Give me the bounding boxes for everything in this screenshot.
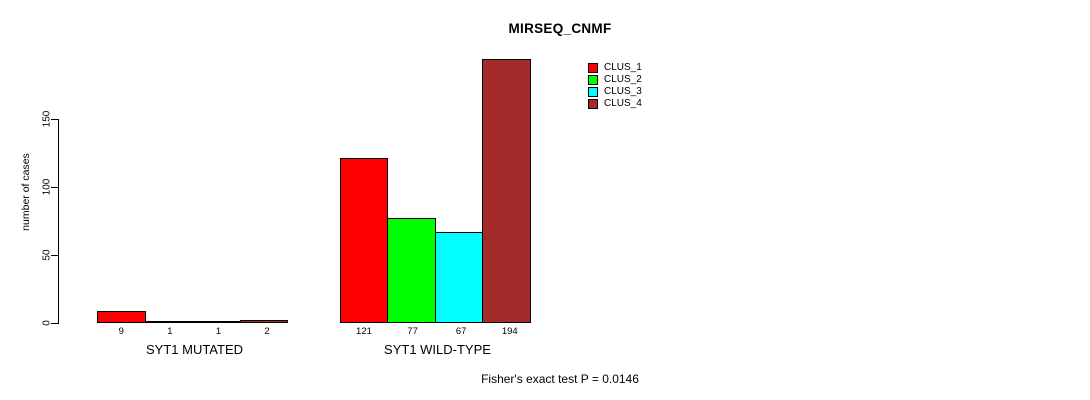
legend-label: CLUS_2 — [604, 74, 642, 85]
bar-clus_1-wildtype — [339, 158, 389, 323]
bar-value-label: 9 — [118, 326, 124, 337]
y-tick — [51, 255, 59, 256]
legend-item-clus_1: CLUS_1 — [588, 63, 642, 73]
bar-value-label: 1 — [215, 326, 222, 337]
value-labels-mutated: 9 1 1 2 — [97, 326, 291, 337]
bar-clus_3-mutated — [192, 321, 241, 323]
bar-clus_4-mutated — [239, 320, 289, 323]
legend-item-clus_2: CLUS_2 — [588, 75, 642, 85]
legend-label: CLUS_4 — [604, 98, 642, 109]
y-axis-line — [58, 119, 59, 324]
y-tick — [51, 187, 59, 188]
legend-label: CLUS_1 — [604, 62, 642, 73]
legend-swatch — [588, 99, 598, 109]
y-tick-label: 50 — [41, 249, 53, 261]
bar-value-label: 67 — [455, 326, 467, 337]
bar-clus_2-wildtype — [387, 218, 436, 323]
bar-value-label: 2 — [264, 326, 270, 337]
group-label-mutated: SYT1 MUTATED — [145, 342, 244, 357]
footnote: Fisher's exact test P = 0.0146 — [481, 372, 639, 386]
group-label-wildtype: SYT1 WILD-TYPE — [384, 342, 491, 357]
legend: CLUS_1 CLUS_2 CLUS_3 CLUS_4 — [588, 63, 642, 111]
y-tick — [51, 119, 59, 120]
bar-clus_2-mutated — [144, 321, 194, 323]
chart-title: MIRSEQ_CNMF — [508, 21, 612, 36]
bar-clus_1-mutated — [97, 311, 146, 323]
legend-item-clus_3: CLUS_3 — [588, 87, 642, 97]
y-tick-label: 0 — [41, 320, 53, 326]
bar-clus_4-wildtype — [482, 59, 532, 323]
y-tick — [51, 323, 59, 324]
bar-clus_3-wildtype — [434, 232, 484, 323]
bar-value-label: 1 — [167, 326, 173, 337]
legend-label: CLUS_3 — [604, 86, 642, 97]
legend-item-clus_4: CLUS_4 — [588, 99, 642, 109]
legend-swatch — [588, 87, 598, 97]
bar-value-label: 121 — [356, 326, 372, 337]
bar-group-mutated — [97, 53, 289, 323]
legend-swatch — [588, 75, 598, 85]
y-tick-label: 100 — [41, 178, 53, 196]
bar-value-label: 194 — [501, 326, 518, 337]
y-tick-label: 150 — [41, 110, 53, 128]
legend-swatch — [588, 63, 598, 73]
value-labels-wildtype: 121 77 67 194 — [340, 326, 534, 337]
bar-group-wildtype — [339, 53, 532, 323]
bar-value-label: 77 — [407, 326, 418, 337]
y-axis-label: number of cases — [20, 153, 32, 231]
